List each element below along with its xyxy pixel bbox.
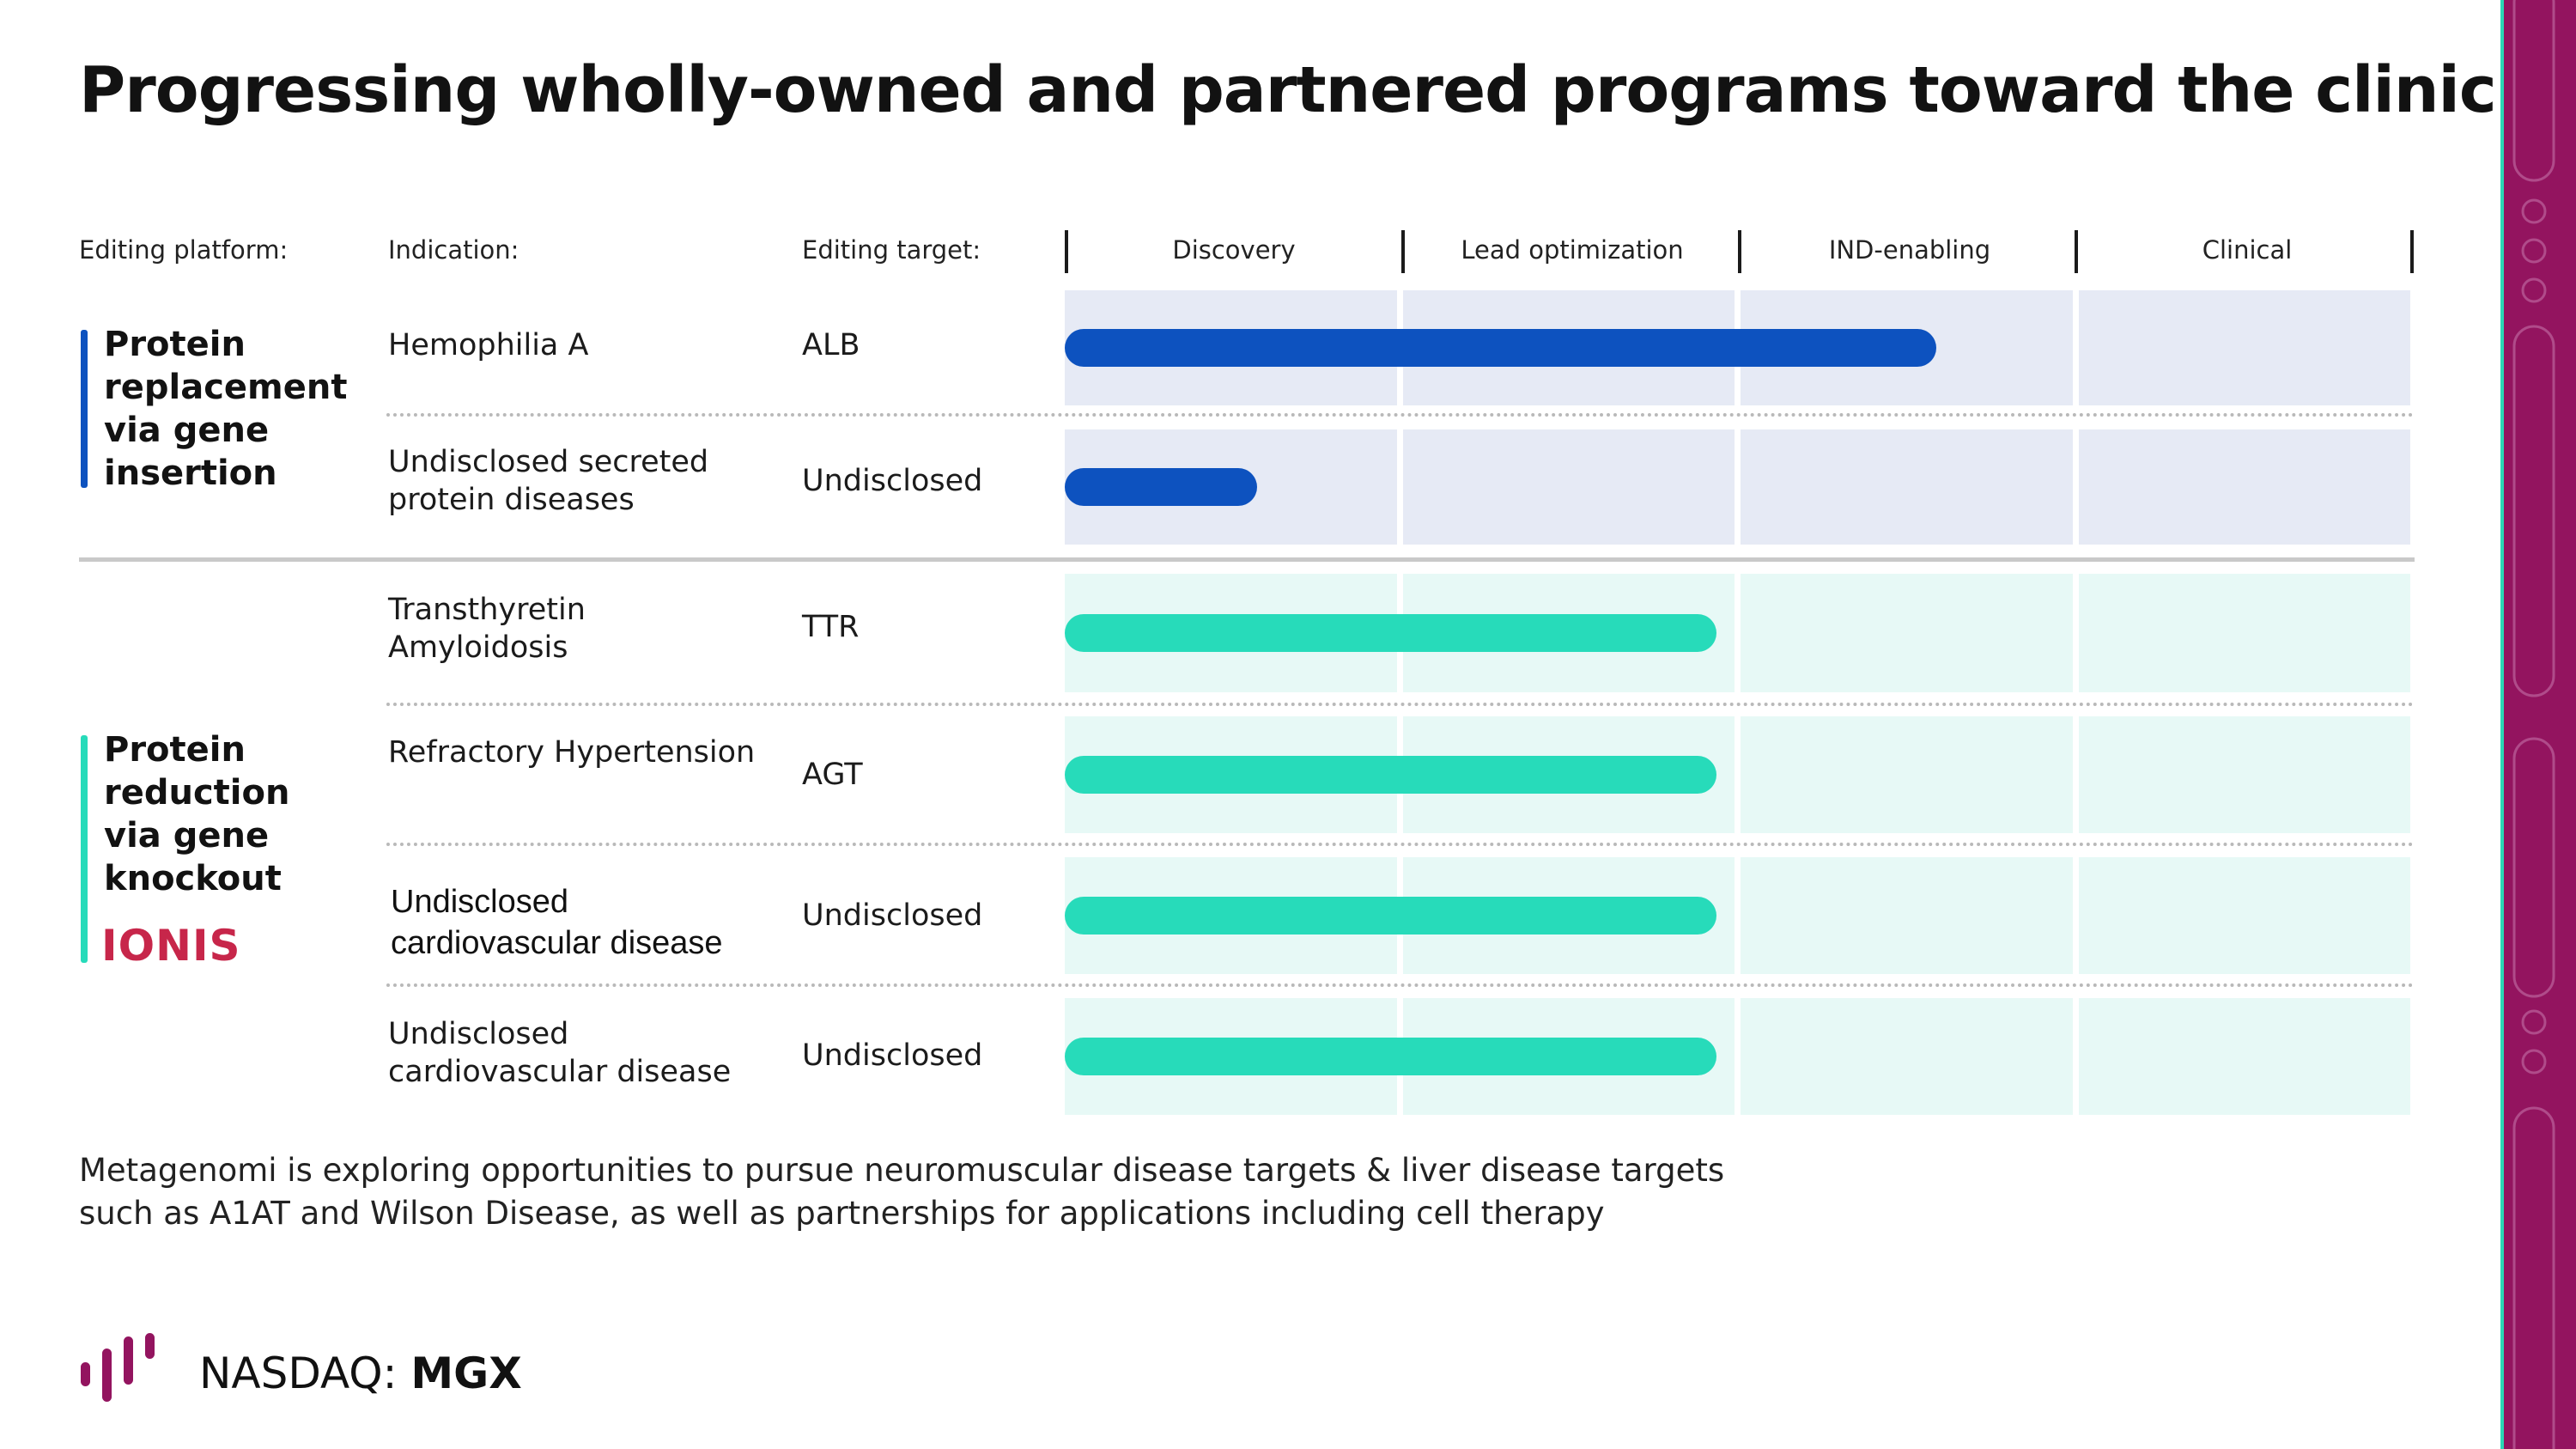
stage-divider [2075, 230, 2078, 273]
stage-cell [1741, 429, 2073, 545]
row-separator [386, 983, 2415, 987]
stage-cell [1741, 574, 2073, 692]
stage-divider [1738, 230, 1741, 273]
editing-target: Undisclosed [802, 898, 983, 933]
indication: Refractory Hypertension [388, 735, 756, 770]
header-editing-platform: Editing platform: [79, 235, 289, 265]
row-separator [386, 843, 2415, 846]
platform-label-replacement: Protein replacement via gene insertion [104, 325, 348, 493]
page-title: Progressing wholly-owned and partnered p… [79, 53, 2497, 127]
editing-target: ALB [802, 328, 860, 362]
stage-divider [1065, 230, 1068, 273]
progress-bar-ttr [1065, 614, 1717, 652]
editing-target: Undisclosed [802, 1038, 983, 1073]
stage-cell [2078, 857, 2410, 974]
editing-target: TTR [802, 610, 860, 644]
stage-discovery: Discovery [1172, 235, 1296, 265]
platform-accent-bar [81, 330, 88, 488]
stage-cell [2078, 998, 2410, 1115]
stage-cell [1741, 857, 2073, 974]
stage-cell [2078, 290, 2410, 405]
stage-divider [2410, 230, 2414, 273]
stage-cell [1741, 998, 2073, 1115]
row-separator [386, 703, 2415, 706]
row-separator [386, 413, 2415, 417]
indication: Transthyretin Amyloidosis [388, 593, 586, 665]
progress-bar-cardiovascular-1 [1065, 897, 1717, 935]
group-separator [79, 557, 2415, 562]
stage-cell [2078, 574, 2410, 692]
decorative-pattern-icon [2512, 0, 2555, 1449]
editing-target: Undisclosed [802, 464, 983, 498]
stage-clinical: Clinical [2202, 235, 2293, 265]
progress-bar-cardiovascular-2 [1065, 1038, 1717, 1075]
indication: Undisclosed cardiovascular disease [391, 884, 723, 961]
ionis-logo: IONIS [101, 921, 241, 971]
stage-divider [1401, 230, 1405, 273]
stage-cell [2078, 429, 2410, 545]
ticker-symbol: MGX [410, 1349, 522, 1398]
indication: Undisclosed secreted protein diseases [388, 445, 709, 517]
platform-label-reduction: Protein reduction via gene knockout [104, 730, 290, 898]
stage-lead-optimization: Lead optimization [1461, 235, 1684, 265]
footnote: Metagenomi is exploring opportunities to… [79, 1152, 1725, 1232]
progress-bar-agt [1065, 756, 1717, 794]
indication: Hemophilia A [388, 328, 589, 362]
accent-stripe [2500, 0, 2504, 1449]
editing-target: AGT [802, 758, 863, 792]
stage-cell [2078, 716, 2410, 833]
header-editing-target: Editing target: [802, 235, 981, 265]
progress-bar-secreted-protein [1065, 468, 1258, 506]
exchange-label: NASDAQ: [199, 1349, 398, 1398]
stage-ind-enabling: IND-enabling [1828, 235, 1991, 265]
indication: Undisclosed cardiovascular disease [388, 1017, 732, 1089]
metagenomi-logo-icon [81, 1333, 155, 1402]
stage-cell [1402, 429, 1735, 545]
progress-bar-hemophilia-a [1065, 329, 1937, 367]
platform-accent-bar [81, 735, 88, 963]
stage-cell [1741, 716, 2073, 833]
header-indication: Indication: [388, 235, 519, 265]
stock-ticker: NASDAQ: MGX [199, 1349, 522, 1398]
